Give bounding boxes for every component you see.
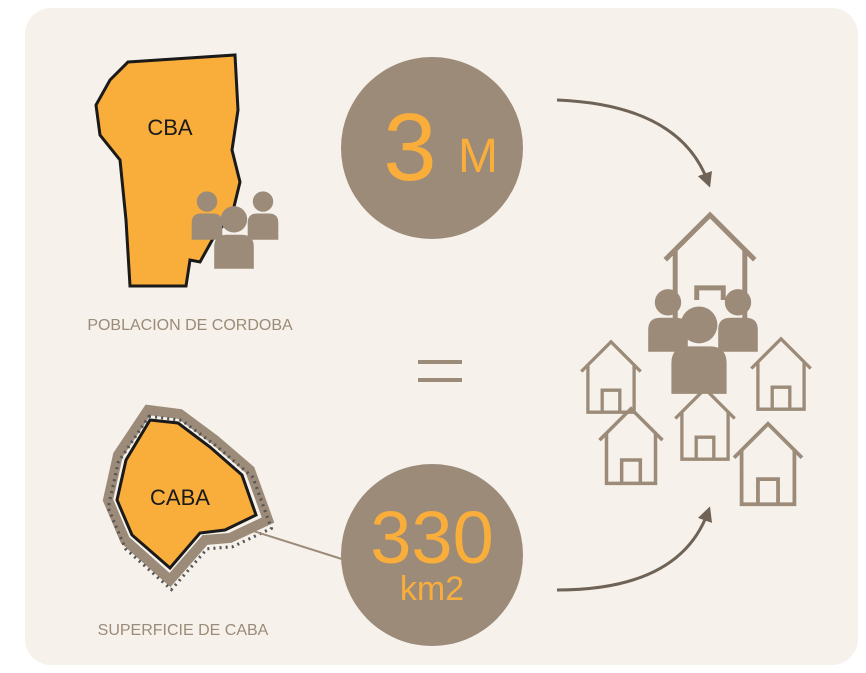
unit: km2 (400, 570, 464, 608)
arrow (556, 506, 713, 592)
caption: SUPERFICIE DE CABA (98, 622, 269, 639)
equals-sign (418, 360, 462, 382)
caption: POBLACION DE CORDOBA (87, 317, 293, 334)
unit: M (458, 130, 498, 183)
big-number: 330 (370, 496, 493, 579)
map-label: CBA (147, 115, 193, 140)
big-number: 3 (383, 94, 436, 201)
number-circle (341, 57, 523, 239)
number-circle (341, 464, 523, 646)
arrow (556, 98, 712, 188)
caba-dotted (106, 414, 274, 592)
caba-border (102, 404, 275, 588)
map-label: CABA (150, 485, 210, 510)
caba-map (115, 418, 258, 571)
houses-icon (579, 215, 813, 507)
connector (249, 529, 346, 561)
